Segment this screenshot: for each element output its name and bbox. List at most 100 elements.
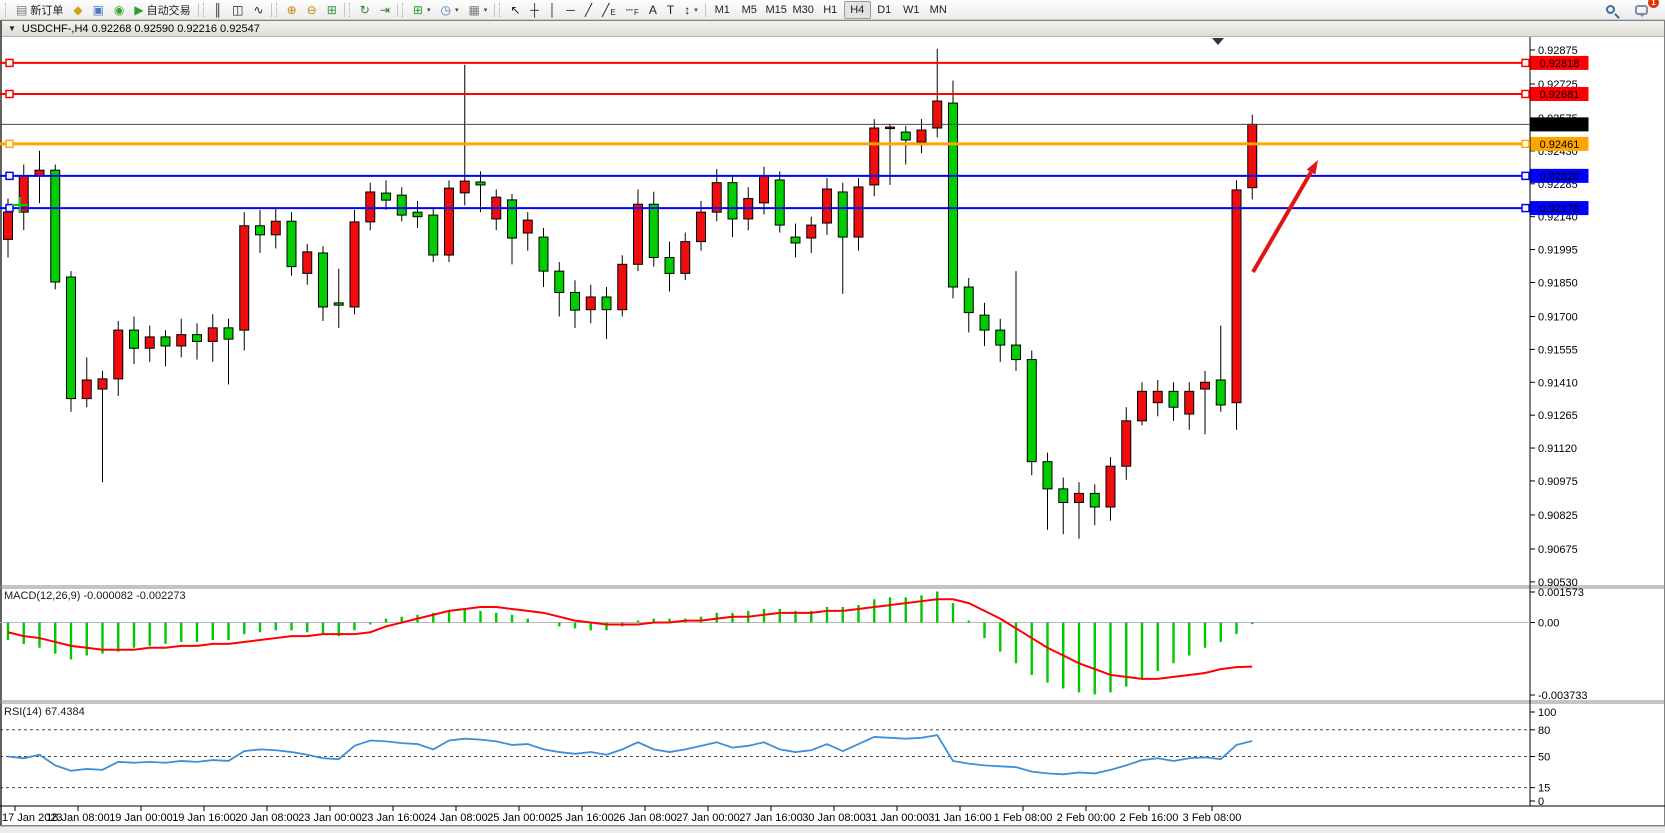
market-watch-icon[interactable]: ◉ — [109, 1, 129, 19]
svg-text:15: 15 — [1538, 783, 1550, 795]
text-button[interactable]: A — [644, 1, 662, 19]
auto-scroll-button[interactable]: ↻ — [355, 1, 375, 19]
template-button[interactable]: ▦ ▾ — [463, 1, 492, 19]
period-icon: ◷ — [440, 2, 451, 17]
notifications-button[interactable]: 1 — [1630, 0, 1659, 19]
chevron-down-icon: ▾ — [426, 6, 431, 14]
timeframe-h4[interactable]: H4 — [843, 0, 871, 19]
svg-text:0.91995: 0.91995 — [1538, 245, 1578, 257]
status-strip — [0, 826, 1665, 833]
chart-window: ▼ USDCHF-,H4 0.92268 0.92590 0.92216 0.9… — [0, 20, 1665, 826]
timeframe-mn[interactable]: MN — [929, 3, 947, 16]
auto-trading-button[interactable]: ▶ 自动交易 — [129, 1, 195, 19]
market-watch-icon-icon: ◉ — [113, 2, 125, 17]
trend-arrow[interactable] — [1251, 160, 1318, 274]
timeframe-m1[interactable]: M1 — [714, 3, 730, 16]
trendline-button[interactable]: ╱ — [580, 1, 597, 19]
line-handle[interactable] — [5, 58, 14, 68]
history-center-icon[interactable]: ◆ — [68, 1, 87, 19]
line-handle[interactable] — [1521, 139, 1530, 149]
toolbar-separator — [343, 2, 345, 17]
zoom-out-button[interactable]: ⊖ — [302, 1, 322, 19]
new-order-button[interactable]: ▤ 新订单 — [11, 1, 68, 19]
channel-button[interactable]: ╱ E — [597, 1, 621, 19]
search-button[interactable] — [1601, 1, 1620, 19]
line-handle[interactable] — [5, 89, 14, 99]
svg-text:0.91850: 0.91850 — [1538, 277, 1578, 289]
svg-text:0.90530: 0.90530 — [1538, 577, 1578, 589]
zoom-in-button[interactable]: ⊕ — [282, 1, 302, 19]
chart-shift-button[interactable]: ⇥ — [375, 1, 395, 19]
hline-0.92547[interactable]: 0.92547 — [0, 117, 1589, 132]
timeframe-h1[interactable]: H1 — [823, 3, 838, 16]
timeframe-m15[interactable]: M15 — [765, 3, 787, 16]
chart-shift-icon: ⇥ — [379, 2, 390, 17]
hline-0.92178[interactable]: 0.92178 — [0, 201, 1589, 216]
svg-text:0.92461: 0.92461 — [1540, 139, 1580, 151]
crosshair-button[interactable]: ┼ — [525, 1, 544, 19]
tile-windows-button[interactable]: ⊞ — [322, 1, 342, 19]
hline-0.92461[interactable]: 0.92461 — [0, 136, 1589, 151]
period-button[interactable]: ◷ ▾ — [435, 1, 463, 19]
new-chart-button[interactable]: ⊞ ▾ — [408, 1, 436, 19]
svg-text:31 Jan 00:00: 31 Jan 00:00 — [865, 812, 929, 824]
svg-text:0.90975: 0.90975 — [1538, 476, 1578, 488]
arrows-button[interactable]: ↕ ▾ — [679, 1, 703, 19]
line-handle[interactable] — [1521, 58, 1530, 68]
zoom-out-icon: ⊖ — [306, 2, 317, 17]
horizontal-line-icon: ─ — [566, 2, 575, 17]
label-button[interactable]: T — [662, 1, 679, 19]
cross-marker[interactable] — [12, 197, 28, 213]
terminal-icon[interactable]: ▣ — [88, 1, 109, 19]
fibonacci-button[interactable]: ┄ F — [621, 1, 644, 19]
line-handle[interactable] — [5, 203, 14, 213]
svg-text:25 Jan 00:00: 25 Jan 00:00 — [487, 812, 551, 824]
chart-title-bar[interactable]: ▼ USDCHF-,H4 0.92268 0.92590 0.92216 0.9… — [2, 21, 1664, 37]
svg-text:27 Jan 16:00: 27 Jan 16:00 — [739, 812, 803, 824]
chat-icon — [1635, 4, 1648, 17]
tile-windows-icon: ⊞ — [326, 2, 337, 17]
line-chart-button[interactable]: ∿ — [249, 1, 269, 19]
toolbar-grip — [499, 2, 502, 17]
timeframe-d1[interactable]: D1 — [877, 3, 892, 16]
toolbar-separator — [494, 2, 496, 17]
bar-chart-button[interactable]: ║ — [209, 1, 228, 19]
trendline-icon: ╱ — [584, 2, 593, 17]
crosshair-icon: ┼ — [530, 2, 539, 17]
svg-text:0.92178: 0.92178 — [1540, 203, 1580, 215]
auto-scroll-icon: ↻ — [359, 2, 370, 17]
terminal-icon-icon: ▣ — [92, 2, 104, 17]
cursor-button[interactable]: ↖ — [505, 1, 525, 19]
svg-text:31 Jan 16:00: 31 Jan 16:00 — [928, 812, 992, 824]
line-handle[interactable] — [1521, 203, 1530, 213]
svg-text:18 Jan 08:00: 18 Jan 08:00 — [46, 812, 110, 824]
svg-text:0.92320: 0.92320 — [1540, 171, 1580, 183]
timeframe-m30[interactable]: M30 — [792, 3, 814, 16]
toolbar-grip — [202, 2, 206, 17]
toolbar-grip — [5, 2, 8, 17]
chevron-down-icon: ▾ — [454, 6, 459, 14]
line-handle[interactable] — [5, 139, 14, 149]
new-order-icon: ▤ — [16, 2, 28, 17]
macd-label: MACD(12,26,9) -0.000082 -0.002273 — [4, 590, 186, 602]
candlestick-chart-button[interactable]: ◫ — [227, 1, 248, 19]
auto-trading-button-label: 自动交易 — [146, 4, 191, 17]
timeframe-m5[interactable]: M5 — [741, 3, 757, 16]
timeframe-w1[interactable]: W1 — [902, 3, 920, 16]
toolbar-grip — [275, 2, 279, 17]
chart-title: USDCHF-,H4 0.92268 0.92590 0.92216 0.925… — [21, 22, 260, 35]
hline-0.92818[interactable]: 0.92818 — [0, 55, 1589, 70]
bar-chart-icon: ║ — [213, 2, 223, 17]
hline-0.92320[interactable]: 0.92320 — [0, 168, 1589, 183]
line-handle[interactable] — [5, 171, 14, 181]
svg-text:0.92681: 0.92681 — [1540, 89, 1580, 101]
line-handle[interactable] — [1521, 89, 1530, 99]
line-handle[interactable] — [1521, 171, 1530, 181]
auto-trading-icon: ▶ — [134, 2, 144, 17]
hline-0.92681[interactable]: 0.92681 — [0, 86, 1589, 101]
horizontal-line-button[interactable]: ─ — [561, 1, 580, 19]
pane-separators[interactable] — [0, 36, 1665, 807]
svg-text:0: 0 — [1538, 796, 1544, 808]
vertical-line-button[interactable]: │ — [544, 1, 562, 19]
svg-text:100: 100 — [1538, 707, 1556, 719]
